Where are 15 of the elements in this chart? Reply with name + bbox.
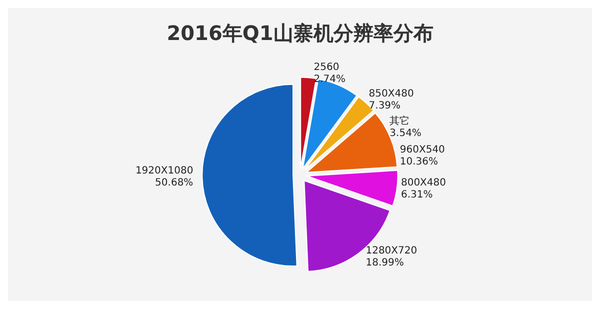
slice-label: 960X540 — [400, 144, 445, 156]
slice-label: 其它 — [390, 114, 410, 127]
slice-label: 1280X720 — [366, 245, 418, 256]
data-label: 2.74% — [314, 74, 346, 86]
data-label: 18.99% — [366, 257, 404, 268]
data-label: 3.54% — [390, 128, 422, 139]
slice-label: 1920X1080 — [135, 166, 194, 177]
slice-label: 2560 — [314, 62, 340, 74]
chart-title: 2016年Q1山寨机分辨率分布 — [166, 21, 434, 45]
data-label: 50.68% — [155, 178, 194, 189]
data-label: 10.36% — [400, 156, 438, 168]
data-label: 6.31% — [400, 189, 433, 200]
data-label: 7.39% — [368, 100, 401, 112]
slice-label: 800X480 — [400, 177, 446, 188]
slice-label: 850X480 — [368, 88, 414, 100]
